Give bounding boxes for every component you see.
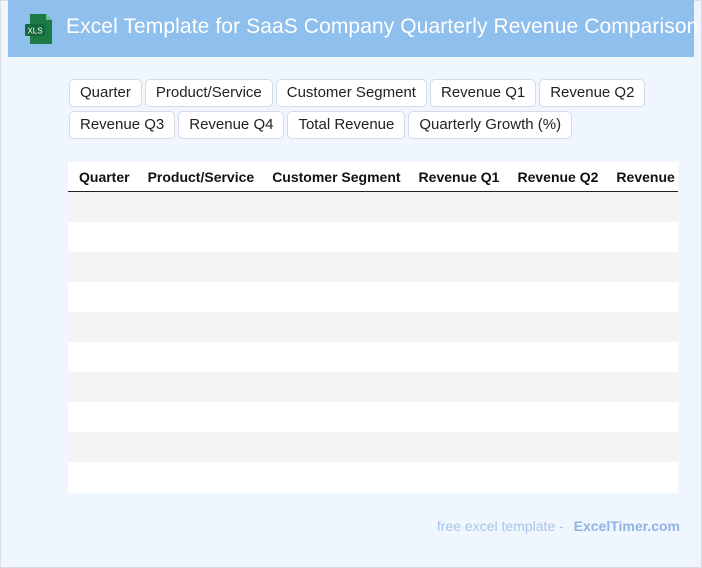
table-cell[interactable] xyxy=(68,312,137,342)
table-cell[interactable] xyxy=(605,191,678,222)
table-row xyxy=(68,432,678,462)
column-chip[interactable]: Revenue Q3 xyxy=(69,111,176,139)
column-chip[interactable]: Customer Segment xyxy=(275,79,427,107)
table-row xyxy=(68,462,678,492)
table-cell[interactable] xyxy=(605,312,678,342)
table-cell[interactable] xyxy=(605,342,678,372)
table-header-row: Quarter Product/Service Customer Segment Re… xyxy=(68,162,678,192)
table-cell[interactable] xyxy=(407,191,507,222)
table-cell[interactable] xyxy=(506,342,606,372)
table-cell[interactable] xyxy=(136,402,262,432)
table-cell[interactable] xyxy=(261,222,408,252)
table-cell[interactable] xyxy=(506,252,606,282)
table-cell[interactable] xyxy=(407,402,507,432)
column-chip[interactable]: Product/Service xyxy=(144,79,273,107)
table-cell[interactable] xyxy=(136,222,262,252)
svg-text:XLS: XLS xyxy=(27,27,42,36)
table-cell[interactable] xyxy=(261,432,408,462)
table-column-header: Customer Segment xyxy=(261,162,408,192)
table-cell[interactable] xyxy=(261,312,408,342)
table-cell[interactable] xyxy=(506,222,606,252)
table-cell[interactable] xyxy=(407,462,507,492)
table-cell[interactable] xyxy=(136,191,262,222)
table-cell[interactable] xyxy=(136,372,262,402)
table-cell[interactable] xyxy=(68,462,137,492)
table-column-header: Product/Service xyxy=(136,162,262,192)
footer-credit: free excel template - ExcelTimer.com xyxy=(437,518,680,534)
table-cell[interactable] xyxy=(261,372,408,402)
table-cell[interactable] xyxy=(261,462,408,492)
table-cell[interactable] xyxy=(68,282,137,312)
column-chip[interactable]: Quarterly Growth (%) xyxy=(408,111,573,139)
table-cell[interactable] xyxy=(506,462,606,492)
table-cell[interactable] xyxy=(605,222,678,252)
data-table: Quarter Product/Service Customer Segment Re… xyxy=(68,162,678,492)
table-cell[interactable] xyxy=(261,402,408,432)
table-cell[interactable] xyxy=(407,282,507,312)
table-cell[interactable] xyxy=(136,462,262,492)
table-cell[interactable] xyxy=(506,191,606,222)
page-title: Excel Template for SaaS Company Quarterl… xyxy=(66,15,699,38)
table-cell[interactable] xyxy=(68,342,137,372)
table-cell[interactable] xyxy=(136,342,262,372)
table-cell[interactable] xyxy=(506,432,606,462)
table-cell[interactable] xyxy=(407,252,507,282)
table-row xyxy=(68,252,678,282)
table-cell[interactable] xyxy=(68,191,137,222)
table-row xyxy=(68,222,678,252)
table-cell[interactable] xyxy=(605,372,678,402)
table-cell[interactable] xyxy=(506,372,606,402)
footer-brand-link[interactable]: ExcelTimer.com xyxy=(573,518,680,534)
table-cell[interactable] xyxy=(68,252,137,282)
table-cell[interactable] xyxy=(136,312,262,342)
table-row xyxy=(68,312,678,342)
table-cell[interactable] xyxy=(407,312,507,342)
table-cell[interactable] xyxy=(407,342,507,372)
table-cell[interactable] xyxy=(136,252,262,282)
table-cell[interactable] xyxy=(605,402,678,432)
table-cell[interactable] xyxy=(68,402,137,432)
column-chip[interactable]: Quarter xyxy=(69,79,142,107)
table-cell[interactable] xyxy=(68,222,137,252)
table-column-header: Revenue Q1 xyxy=(407,162,507,192)
table-row xyxy=(68,282,678,312)
table-cell[interactable] xyxy=(261,282,408,312)
table-row xyxy=(68,191,678,222)
table-cell[interactable] xyxy=(605,432,678,462)
table-cell[interactable] xyxy=(506,282,606,312)
table-cell[interactable] xyxy=(68,372,137,402)
table-cell[interactable] xyxy=(407,372,507,402)
table-cell[interactable] xyxy=(261,191,408,222)
table-cell[interactable] xyxy=(407,222,507,252)
table-cell[interactable] xyxy=(136,282,262,312)
table-cell[interactable] xyxy=(506,312,606,342)
table-row xyxy=(68,372,678,402)
column-chip[interactable]: Total Revenue xyxy=(287,111,406,139)
table-row xyxy=(68,342,678,372)
table-column-header: Revenue Q3 xyxy=(605,162,678,192)
table-cell[interactable] xyxy=(261,252,408,282)
column-chip[interactable]: Revenue Q2 xyxy=(539,79,646,107)
table-cell[interactable] xyxy=(605,282,678,312)
column-chip[interactable]: Revenue Q1 xyxy=(429,79,537,107)
column-chip[interactable]: Revenue Q4 xyxy=(178,111,285,139)
table-cell[interactable] xyxy=(407,432,507,462)
data-table-container[interactable]: Quarter Product/Service Customer Segment Re… xyxy=(68,162,678,493)
table-row xyxy=(68,402,678,432)
header-bar: XLS Excel Template for SaaS Company Quar… xyxy=(8,0,698,57)
table-cell[interactable] xyxy=(68,432,137,462)
column-chip-list: Quarter Product/Service Customer Segment Re… xyxy=(69,79,649,139)
footer-tagline: free excel template - xyxy=(436,518,564,534)
table-column-header: Revenue Q2 xyxy=(506,162,606,192)
table-cell[interactable] xyxy=(605,462,678,492)
table-column-header: Quarter xyxy=(68,162,137,192)
table-cell[interactable] xyxy=(136,432,262,462)
table-cell[interactable] xyxy=(506,402,606,432)
xls-file-icon: XLS xyxy=(25,14,52,44)
table-cell[interactable] xyxy=(605,252,678,282)
table-cell[interactable] xyxy=(261,342,408,372)
